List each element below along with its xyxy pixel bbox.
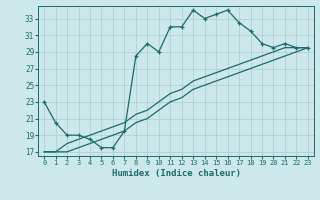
X-axis label: Humidex (Indice chaleur): Humidex (Indice chaleur) bbox=[111, 169, 241, 178]
